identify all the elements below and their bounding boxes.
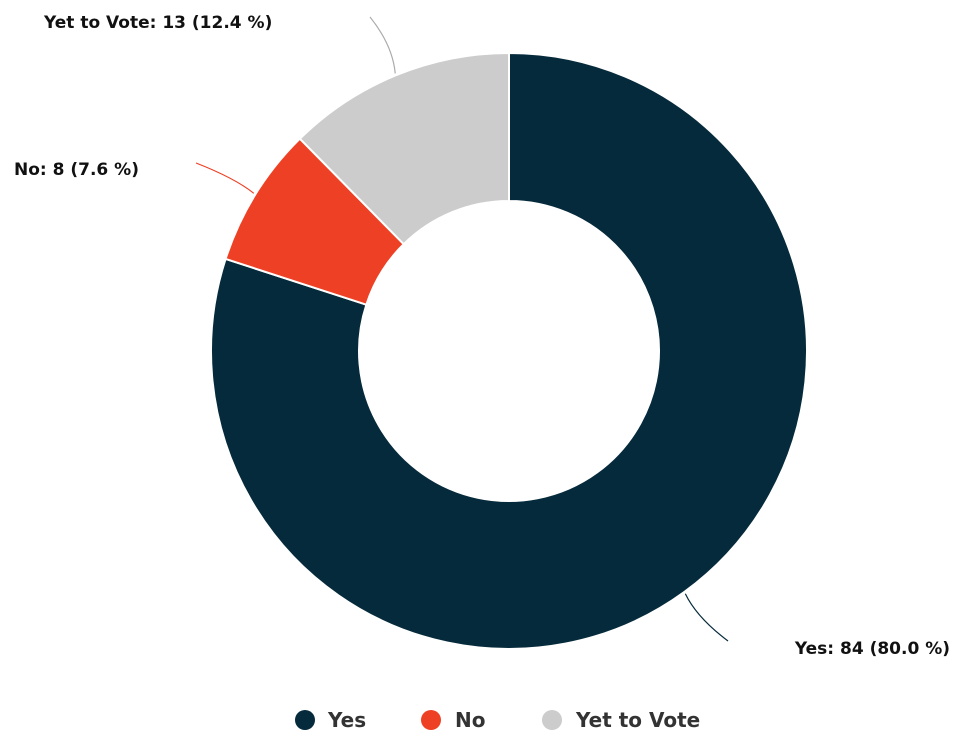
legend-item-yet-to-vote[interactable]: Yet to Vote bbox=[542, 708, 700, 732]
slice-yet-to-vote[interactable] bbox=[298, 51, 510, 246]
legend-item-no[interactable]: No bbox=[421, 708, 485, 732]
legend-label-yes: Yes bbox=[327, 708, 366, 732]
legend-item-yes[interactable]: Yes bbox=[295, 708, 366, 732]
slices bbox=[210, 51, 808, 650]
legend-marker-yet-to-vote bbox=[542, 710, 562, 730]
connector-yes bbox=[684, 593, 729, 642]
legend-label-no: No bbox=[455, 708, 485, 732]
data-label-no: No: 8 (7.6 %) bbox=[14, 160, 139, 180]
connector-yet-to-vote bbox=[369, 16, 396, 74]
legend-marker-no bbox=[421, 710, 441, 730]
data-labels: Yes: 84 (80.0 %) No: 8 (7.6 %) Yet to Vo… bbox=[14, 13, 950, 659]
connector-no bbox=[195, 162, 255, 194]
legend: Yes No Yet to Vote bbox=[295, 708, 700, 732]
slice-yes[interactable] bbox=[210, 51, 808, 650]
legend-marker-yes bbox=[295, 710, 315, 730]
legend-label-yet-to-vote: Yet to Vote bbox=[575, 708, 700, 732]
label-connectors bbox=[195, 16, 729, 642]
data-label-yes: Yes: 84 (80.0 %) bbox=[794, 639, 950, 659]
data-label-yet-to-vote: Yet to Vote: 13 (12.4 %) bbox=[43, 13, 272, 33]
